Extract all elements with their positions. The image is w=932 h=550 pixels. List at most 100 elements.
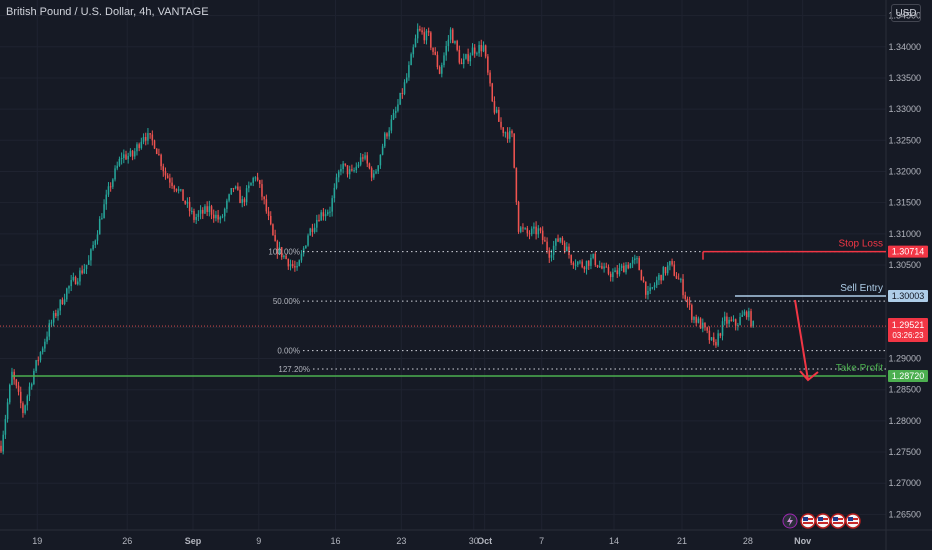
y-tick-label: 1.27000 xyxy=(888,478,921,488)
candle-body xyxy=(530,228,533,235)
currency-button[interactable]: USD xyxy=(891,4,921,22)
us-flag-icon[interactable] xyxy=(815,513,831,529)
candle-body xyxy=(425,30,428,41)
us-flag-icon[interactable] xyxy=(845,513,861,529)
candle-body xyxy=(493,101,496,113)
candle-body xyxy=(601,266,603,269)
candle-body xyxy=(355,166,358,171)
candle-body xyxy=(169,178,171,183)
candle-body xyxy=(484,45,487,57)
candle-body xyxy=(79,270,81,282)
candle-body xyxy=(616,270,619,275)
candle-body xyxy=(24,405,26,413)
candle-body xyxy=(636,258,638,260)
candle-body xyxy=(732,319,735,321)
candle-body xyxy=(66,288,68,300)
candle-body xyxy=(625,264,627,273)
candle-body xyxy=(164,171,167,176)
x-tick-label: 16 xyxy=(331,536,341,546)
candle-body xyxy=(234,186,237,189)
candle-body xyxy=(26,396,29,406)
candle-body xyxy=(528,233,531,235)
candle-body xyxy=(423,32,426,41)
y-tick-label: 1.30500 xyxy=(888,260,921,270)
candle-body xyxy=(631,260,634,264)
candle-body xyxy=(449,29,452,40)
candle-body xyxy=(153,140,156,149)
candle-body xyxy=(412,47,415,55)
candle-body xyxy=(462,58,465,65)
candle-body xyxy=(307,235,309,246)
candle-body xyxy=(305,245,307,249)
candle-body xyxy=(658,274,660,281)
candle-body xyxy=(730,319,733,321)
candle-body xyxy=(48,323,51,337)
candle-body xyxy=(454,41,456,44)
projection-arrowhead xyxy=(799,370,819,382)
level-annotation: Take Profit xyxy=(836,363,883,374)
candle-body xyxy=(697,318,700,323)
candle-body xyxy=(629,263,632,269)
candle-body xyxy=(737,324,739,326)
candle-body xyxy=(289,264,292,267)
us-flag-icon[interactable] xyxy=(830,513,846,529)
candle-body xyxy=(272,224,274,236)
candle-body xyxy=(15,379,18,386)
candle-body xyxy=(342,163,344,170)
candle-body xyxy=(193,210,195,220)
candle-body xyxy=(647,290,649,295)
fib-level-label: 127.20% xyxy=(278,365,310,374)
candle-body xyxy=(285,255,287,259)
candle-body xyxy=(605,266,608,268)
candle-body xyxy=(311,228,314,232)
candle-body xyxy=(61,299,64,305)
candle-body xyxy=(142,137,145,142)
candle-body xyxy=(436,54,439,68)
candle-body xyxy=(144,137,147,141)
candle-body xyxy=(397,104,399,111)
candle-body xyxy=(57,310,59,317)
candle-body xyxy=(695,316,697,323)
candle-body xyxy=(136,144,138,152)
x-tick-label: 21 xyxy=(677,536,687,546)
candle-body xyxy=(123,154,125,158)
candle-body xyxy=(640,270,643,281)
event-icons xyxy=(782,513,861,529)
candle-body xyxy=(550,254,553,258)
candle-body xyxy=(723,316,726,322)
candle-body xyxy=(217,214,219,220)
candle-body xyxy=(563,242,566,252)
candle-body xyxy=(603,266,605,269)
candle-body xyxy=(693,316,695,320)
candle-body xyxy=(743,311,746,315)
candle-body xyxy=(226,200,228,209)
candle-body xyxy=(112,179,114,187)
candle-body xyxy=(390,119,393,131)
candle-body xyxy=(546,241,548,251)
candle-body xyxy=(375,171,377,174)
candle-body xyxy=(267,211,270,216)
level-annotation: Sell Entry xyxy=(840,283,883,294)
candle-body xyxy=(296,266,298,268)
candle-body xyxy=(377,165,379,172)
candle-body xyxy=(318,219,320,221)
candle-body xyxy=(134,151,136,157)
candle-body xyxy=(432,47,434,52)
candle-body xyxy=(177,189,180,191)
candle-body xyxy=(204,206,206,214)
candle-body xyxy=(579,261,581,263)
candle-body xyxy=(386,133,388,137)
lightning-icon[interactable] xyxy=(782,513,798,529)
candle-body xyxy=(215,214,217,219)
candle-body xyxy=(557,238,559,242)
us-flag-icon[interactable] xyxy=(800,513,816,529)
candle-body xyxy=(210,206,213,215)
candle-body xyxy=(495,109,498,113)
candle-body xyxy=(259,180,261,185)
y-tick-label: 1.28000 xyxy=(888,416,921,426)
candle-body xyxy=(103,204,105,219)
candle-body xyxy=(673,264,676,276)
candle-body xyxy=(287,258,290,267)
candle-body xyxy=(421,30,423,33)
